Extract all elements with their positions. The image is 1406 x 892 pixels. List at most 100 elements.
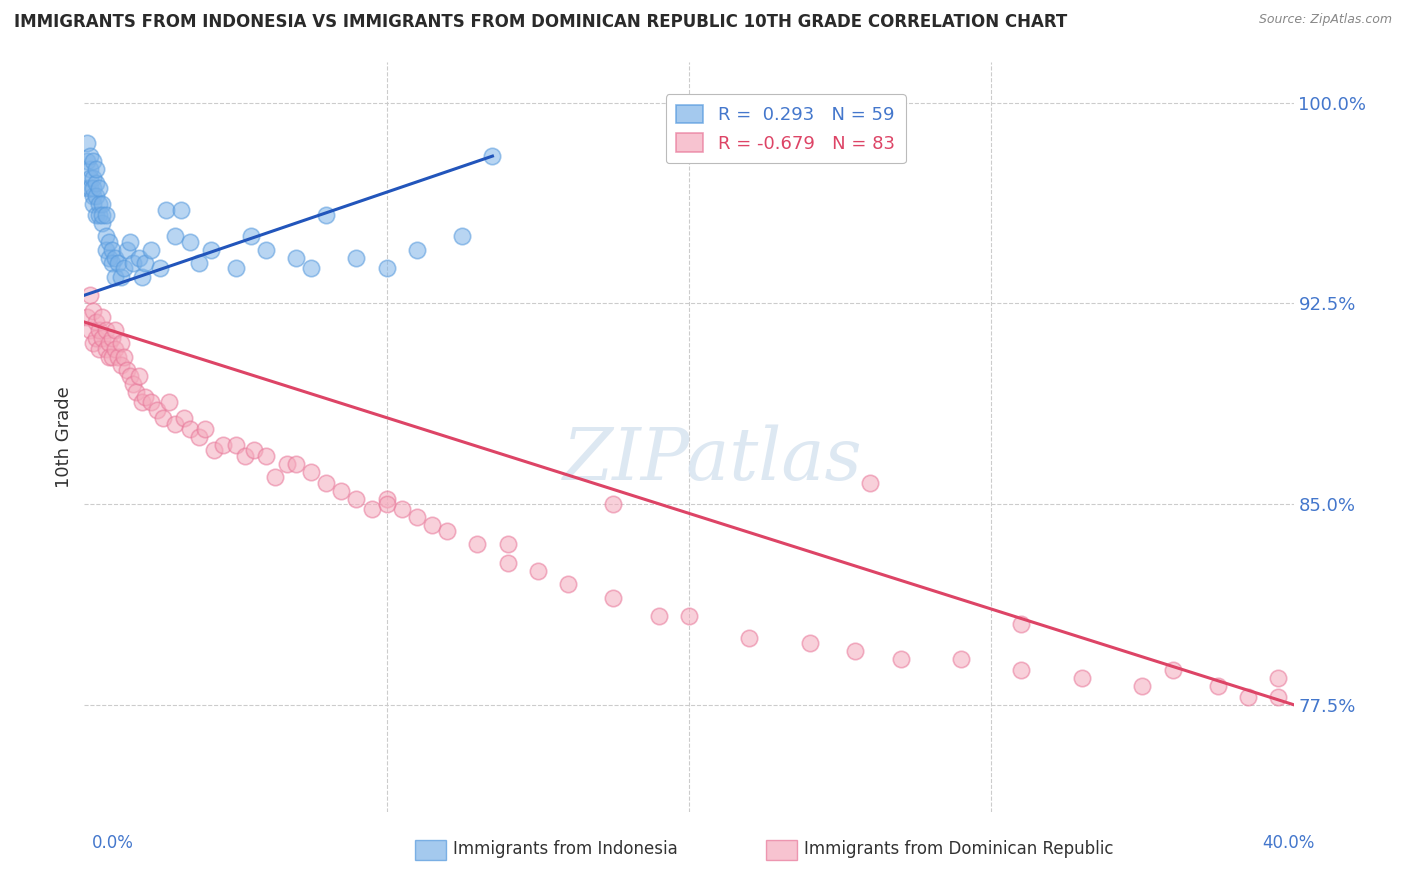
Point [254,449,277,463]
Point [79,149,101,163]
Text: Source: ZipAtlas.com: Source: ZipAtlas.com [1258,13,1392,27]
Point [165,229,187,244]
Point [1071,671,1094,685]
Point [950,652,973,666]
Point [1267,690,1289,704]
Point [242,443,264,458]
Point [859,475,882,490]
Point [76,154,98,169]
Point [152,411,174,425]
Point [170,202,193,217]
Point [91,197,114,211]
Point [225,261,247,276]
Point [112,261,135,276]
Point [86,162,108,177]
Point [100,331,122,345]
Point [1130,679,1153,693]
Point [496,537,519,551]
Point [467,537,489,551]
Point [97,235,120,249]
Point [91,331,114,345]
Point [86,331,108,345]
Text: ZIPatlas: ZIPatlas [564,425,863,495]
Point [104,251,127,265]
Point [79,288,101,302]
Point [82,304,104,318]
Point [82,181,104,195]
Point [179,235,201,249]
Point [200,243,222,257]
Point [76,181,98,195]
Point [406,510,429,524]
Point [97,336,120,351]
Point [97,350,120,364]
Point [131,395,153,409]
Point [844,644,866,658]
Point [128,251,150,265]
Text: Immigrants from Indonesia: Immigrants from Indonesia [453,840,678,858]
Point [110,336,132,351]
Point [648,609,671,624]
Point [91,208,114,222]
Point [557,577,579,591]
Point [738,631,761,645]
Point [79,162,101,177]
Point [146,403,169,417]
Point [86,176,108,190]
Point [391,502,413,516]
Point [299,261,322,276]
Point [82,336,104,351]
Point [89,181,111,195]
Point [89,197,111,211]
Point [375,491,398,506]
Point [179,422,201,436]
Point [375,497,398,511]
Point [276,457,298,471]
Point [79,323,101,337]
Point [149,261,172,276]
Point [115,363,138,377]
Point [121,256,143,270]
Text: 0.0%: 0.0% [91,834,134,852]
Point [89,323,111,337]
Point [107,256,129,270]
Point [285,457,308,471]
Point [82,197,104,211]
Point [496,556,519,570]
Point [602,497,624,511]
Point [104,342,127,356]
Point [436,524,458,538]
Point [212,438,235,452]
Point [100,256,122,270]
Point [527,564,550,578]
Point [89,342,111,356]
Point [202,443,225,458]
Point [89,208,111,222]
Point [165,417,187,431]
Point [118,235,141,249]
Point [97,251,120,265]
Point [82,170,104,185]
Point [86,315,108,329]
Point [188,256,211,270]
Point [82,189,104,203]
Point [94,342,117,356]
Point [678,609,700,624]
Point [104,269,127,284]
Text: 40.0%: 40.0% [1263,834,1315,852]
Point [239,229,262,244]
Point [100,350,122,364]
Point [76,310,98,324]
Point [86,189,108,203]
Point [254,243,277,257]
Point [131,269,153,284]
Point [121,376,143,391]
Point [315,208,337,222]
Point [112,350,135,364]
Point [602,591,624,605]
Point [420,518,443,533]
Point [1237,690,1260,704]
Point [76,136,98,150]
Point [100,243,122,257]
Point [139,243,162,257]
